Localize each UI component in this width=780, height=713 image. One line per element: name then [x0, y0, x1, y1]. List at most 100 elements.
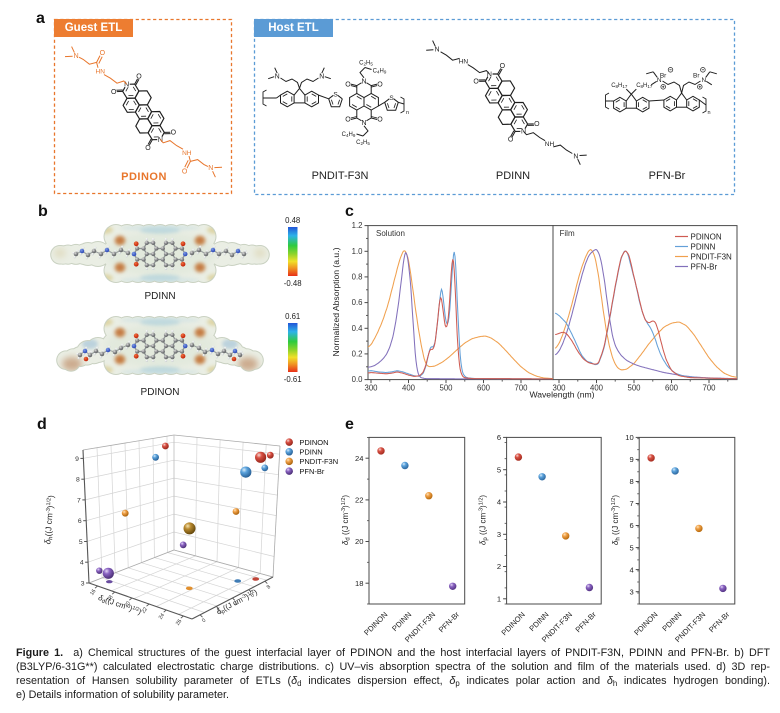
svg-text:n: n: [406, 110, 409, 116]
svg-text:O: O: [145, 145, 151, 152]
svg-text:O: O: [136, 73, 142, 80]
svg-text:N: N: [487, 71, 492, 78]
svg-text:4: 4: [80, 560, 84, 567]
svg-text:500: 500: [627, 384, 641, 393]
svg-text:300: 300: [364, 384, 378, 393]
svg-text:PDINON: PDINON: [299, 438, 328, 447]
svg-text:O: O: [377, 117, 383, 124]
svg-text:6: 6: [629, 521, 633, 530]
svg-text:0.48: 0.48: [285, 216, 300, 225]
svg-text:Normalized Absorption (a.u.): Normalized Absorption (a.u.): [331, 247, 341, 356]
svg-text:16: 16: [89, 588, 97, 596]
svg-text:N: N: [361, 78, 366, 85]
svg-text:N: N: [573, 153, 578, 160]
svg-text:δh ((J cm-3)1/2): δh ((J cm-3)1/2): [611, 495, 622, 545]
svg-text:-0.61: -0.61: [284, 375, 302, 384]
svg-text:O: O: [500, 63, 506, 70]
svg-text:O: O: [534, 121, 540, 128]
svg-text:4: 4: [629, 565, 633, 574]
svg-text:O: O: [508, 137, 514, 144]
svg-text:18: 18: [106, 594, 114, 602]
svg-text:C2H5: C2H5: [356, 140, 370, 146]
svg-text:8: 8: [76, 477, 80, 484]
svg-text:400: 400: [590, 384, 604, 393]
svg-text:O: O: [473, 79, 479, 86]
svg-text:PFN-Br: PFN-Br: [707, 610, 732, 635]
svg-text:700: 700: [702, 384, 716, 393]
svg-text:5: 5: [629, 543, 633, 552]
svg-text:2: 2: [497, 562, 501, 571]
svg-text:22: 22: [355, 496, 363, 505]
svg-text:Br: Br: [693, 72, 700, 79]
svg-text:9: 9: [75, 456, 79, 463]
svg-text:6: 6: [78, 518, 82, 525]
svg-text:PFN-Br: PFN-Br: [299, 467, 325, 476]
svg-text:δh((J cm-3)1/2): δh((J cm-3)1/2): [42, 495, 57, 545]
svg-text:C8H17: C8H17: [636, 83, 653, 89]
svg-text:0.0: 0.0: [352, 375, 364, 384]
svg-text:O: O: [377, 81, 383, 88]
svg-text:O: O: [345, 117, 351, 124]
svg-text:N: N: [208, 165, 213, 172]
svg-text:600: 600: [477, 384, 491, 393]
svg-text:N: N: [158, 137, 163, 144]
svg-text:7: 7: [629, 499, 633, 508]
svg-text:PNDIT-F3N: PNDIT-F3N: [691, 252, 733, 261]
svg-text:C2H5: C2H5: [359, 61, 373, 67]
svg-text:O: O: [111, 89, 117, 96]
svg-text:1: 1: [497, 595, 501, 604]
svg-text:PFN-Br: PFN-Br: [574, 610, 599, 635]
svg-text:PDINON: PDINON: [691, 232, 722, 241]
svg-text:9: 9: [629, 455, 633, 464]
svg-text:8: 8: [266, 584, 272, 590]
svg-text:PDINN: PDINN: [144, 291, 175, 302]
svg-text:δd((J cm-3)1/2): δd((J cm-3)1/2): [97, 593, 143, 618]
svg-text:PDINON: PDINON: [362, 610, 389, 637]
svg-text:Wavelength (nm): Wavelength (nm): [529, 390, 594, 400]
svg-text:400: 400: [402, 384, 416, 393]
svg-text:PDINN: PDINN: [691, 242, 716, 251]
svg-text:PFN-Br: PFN-Br: [437, 610, 462, 635]
svg-text:Solution: Solution: [376, 229, 405, 238]
svg-text:24: 24: [355, 454, 363, 463]
svg-text:n: n: [707, 110, 710, 116]
svg-text:8: 8: [629, 477, 633, 486]
svg-text:PDINON: PDINON: [141, 387, 180, 398]
svg-text:2: 2: [217, 609, 223, 615]
svg-text:4: 4: [233, 601, 239, 607]
svg-text:HN: HN: [96, 69, 106, 76]
svg-text:6: 6: [250, 593, 256, 599]
svg-text:1.0: 1.0: [352, 247, 364, 256]
svg-text:24: 24: [158, 612, 166, 620]
svg-text:HN: HN: [459, 59, 469, 66]
svg-text:500: 500: [439, 384, 453, 393]
svg-text:N: N: [657, 77, 662, 84]
svg-text:1.2: 1.2: [352, 221, 363, 230]
svg-text:Film: Film: [560, 229, 575, 238]
svg-text:6: 6: [497, 433, 501, 442]
svg-text:δp ((J cm-3)1/2): δp ((J cm-3)1/2): [479, 495, 490, 545]
svg-text:0.4: 0.4: [352, 324, 364, 333]
svg-text:20: 20: [355, 537, 363, 546]
svg-text:4: 4: [497, 498, 501, 507]
svg-text:22: 22: [141, 606, 149, 614]
svg-text:5: 5: [79, 539, 83, 546]
svg-text:18: 18: [355, 579, 363, 588]
svg-text:0.61: 0.61: [285, 312, 300, 321]
svg-text:PDINON: PDINON: [500, 610, 527, 637]
svg-text:O: O: [171, 129, 177, 136]
svg-text:O: O: [100, 50, 106, 57]
svg-text:C4H9: C4H9: [342, 132, 356, 138]
svg-text:S: S: [333, 92, 338, 99]
svg-text:0.8: 0.8: [352, 273, 363, 282]
svg-text:26: 26: [175, 618, 183, 626]
svg-text:NH: NH: [545, 141, 555, 148]
svg-text:C8H17: C8H17: [611, 83, 628, 89]
svg-text:S: S: [389, 95, 394, 102]
svg-text:0.2: 0.2: [352, 350, 363, 359]
svg-text:7: 7: [77, 497, 81, 504]
svg-text:-0.48: -0.48: [284, 279, 302, 288]
svg-text:O: O: [345, 81, 351, 88]
svg-text:3: 3: [81, 580, 85, 587]
svg-text:PDINN: PDINN: [299, 448, 322, 457]
